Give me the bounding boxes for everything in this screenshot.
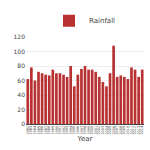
svg-text:2000: 2000: [90, 126, 94, 135]
svg-text:Year: Year: [77, 135, 93, 143]
svg-text:2009: 2009: [122, 126, 126, 135]
svg-text:2005: 2005: [108, 126, 112, 135]
svg-text:1986: 1986: [40, 126, 44, 135]
svg-text:1998: 1998: [83, 126, 87, 135]
svg-text:2004: 2004: [105, 125, 109, 135]
svg-text:1988: 1988: [47, 126, 51, 135]
svg-text:40: 40: [17, 91, 25, 98]
svg-text:1987: 1987: [44, 126, 48, 135]
svg-text:1983: 1983: [29, 126, 33, 135]
svg-text:60: 60: [17, 77, 25, 84]
svg-text:2008: 2008: [119, 126, 123, 135]
svg-text:1997: 1997: [80, 126, 84, 135]
svg-text:2002: 2002: [97, 126, 101, 135]
svg-text:1994: 1994: [69, 125, 73, 135]
svg-text:1989: 1989: [51, 126, 55, 135]
svg-text:2011: 2011: [130, 126, 134, 135]
svg-text:120: 120: [14, 33, 26, 40]
svg-text:2001: 2001: [94, 126, 98, 135]
svg-text:1991: 1991: [58, 126, 62, 135]
svg-text:1982: 1982: [26, 126, 30, 135]
svg-text:100: 100: [14, 48, 26, 55]
svg-text:80: 80: [17, 62, 25, 69]
svg-text:2012: 2012: [133, 126, 137, 135]
svg-text:1984: 1984: [33, 125, 37, 135]
svg-text:Rainfall: Rainfall: [89, 17, 115, 25]
svg-text:1992: 1992: [62, 126, 66, 135]
svg-text:1985: 1985: [37, 126, 41, 135]
svg-text:2006: 2006: [112, 126, 116, 135]
svg-text:2003: 2003: [101, 126, 105, 135]
svg-text:20: 20: [17, 106, 25, 113]
svg-text:2010: 2010: [126, 126, 130, 135]
svg-text:1999: 1999: [87, 126, 91, 135]
svg-text:1996: 1996: [76, 126, 80, 135]
svg-text:1995: 1995: [72, 126, 76, 135]
svg-text:2014: 2014: [140, 125, 144, 135]
svg-text:2013: 2013: [137, 126, 141, 135]
svg-text:1990: 1990: [55, 126, 59, 135]
svg-text:1993: 1993: [65, 126, 69, 135]
svg-text:2007: 2007: [115, 126, 119, 135]
svg-text:0: 0: [21, 120, 25, 127]
